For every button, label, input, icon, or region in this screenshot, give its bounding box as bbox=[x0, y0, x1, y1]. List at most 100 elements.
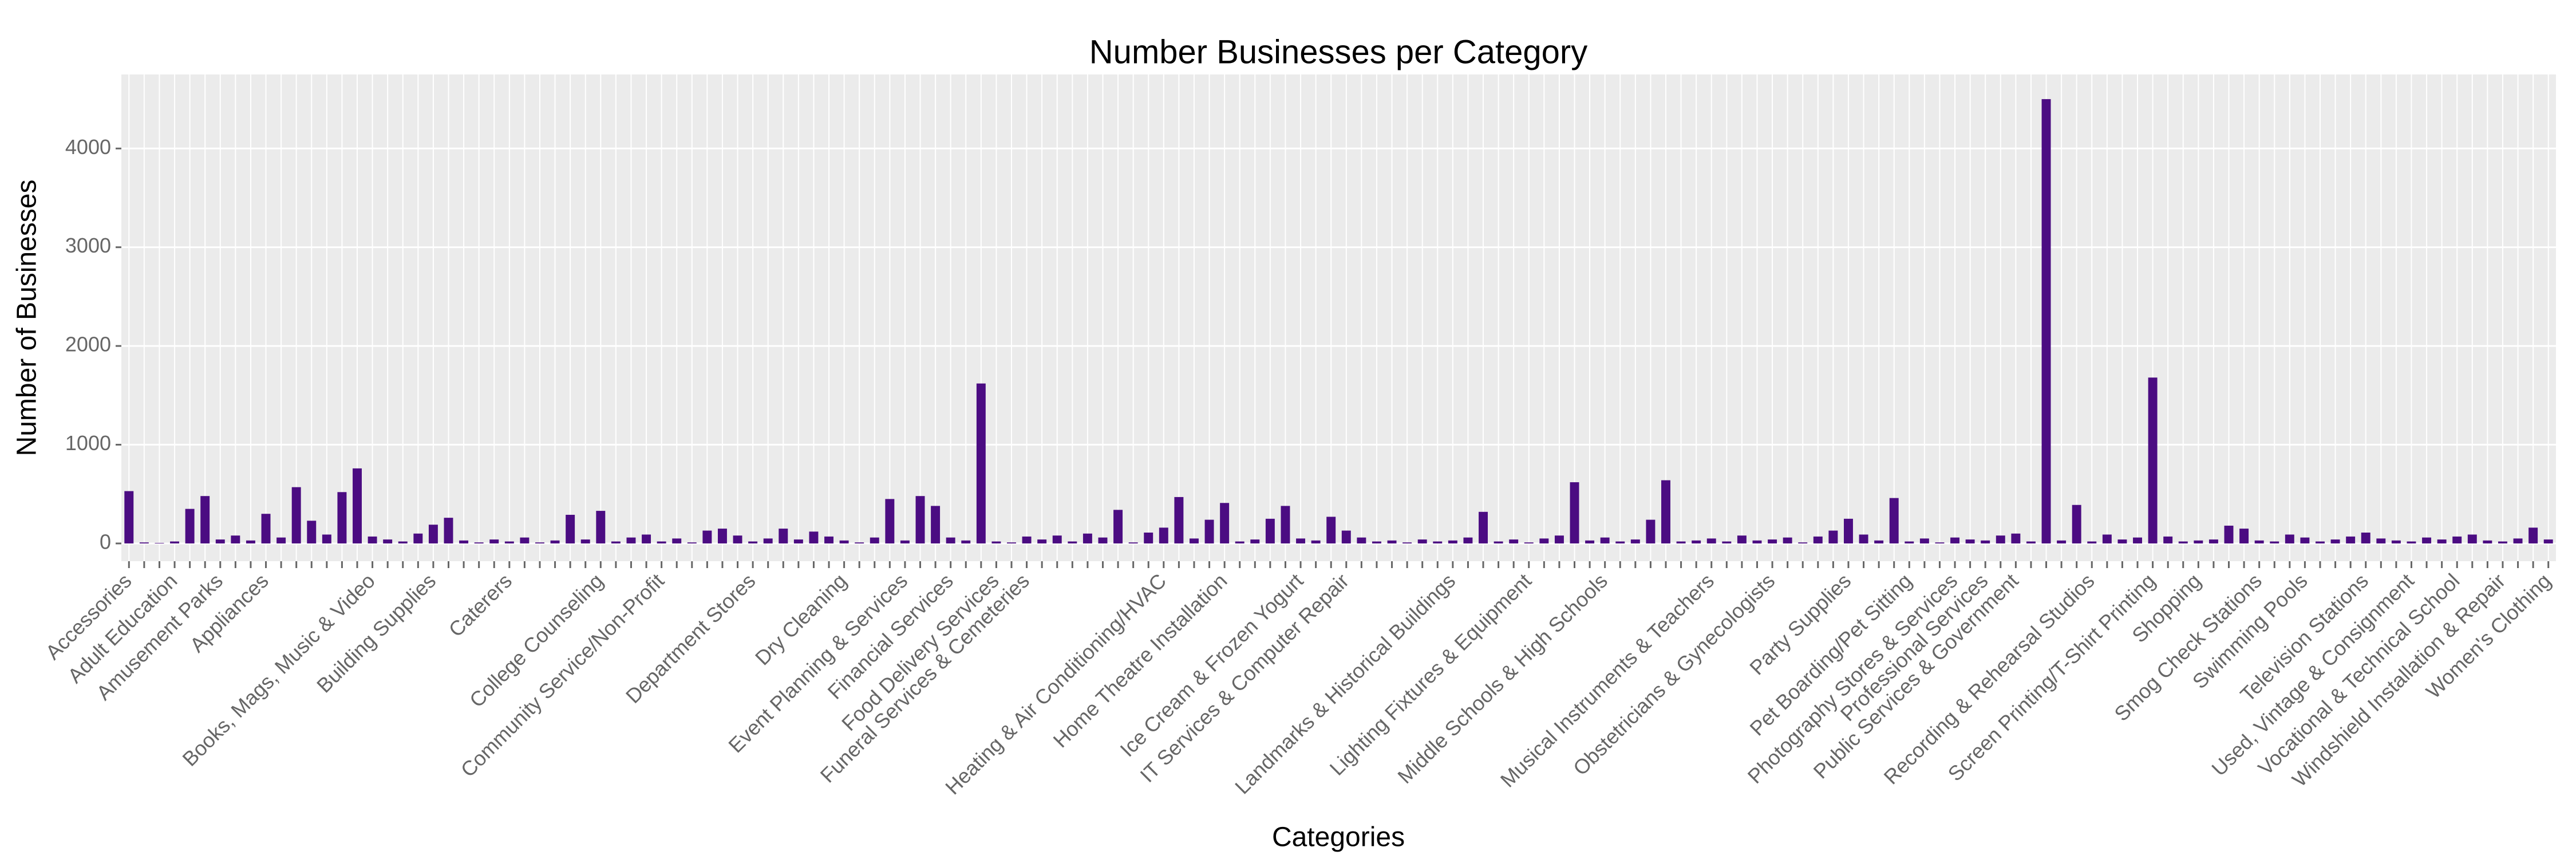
y-tick-label: 0 bbox=[100, 530, 111, 553]
bar bbox=[1874, 540, 1884, 543]
bar bbox=[246, 540, 255, 543]
bar bbox=[1981, 540, 1990, 543]
bar bbox=[1889, 498, 1899, 543]
bar bbox=[2330, 539, 2340, 543]
bar bbox=[870, 537, 879, 543]
bar bbox=[276, 537, 286, 543]
bar bbox=[2452, 536, 2462, 543]
bar bbox=[1052, 535, 1062, 543]
plot-background bbox=[121, 74, 2556, 561]
bar bbox=[200, 496, 210, 543]
bar bbox=[1539, 538, 1549, 543]
bar bbox=[322, 534, 331, 543]
x-tick-label: Musical Instruments & Teachers bbox=[1496, 569, 1718, 791]
bar bbox=[1585, 540, 1595, 543]
bar bbox=[1479, 511, 1488, 543]
bar bbox=[1692, 540, 1701, 543]
chart-title: Number Businesses per Category bbox=[1089, 33, 1587, 70]
bar bbox=[626, 537, 636, 543]
bar bbox=[961, 540, 971, 543]
bar bbox=[2376, 538, 2386, 543]
bar bbox=[2117, 539, 2127, 543]
bar bbox=[1676, 541, 1686, 543]
bar bbox=[596, 511, 606, 543]
bar bbox=[687, 542, 697, 543]
bar bbox=[2224, 525, 2234, 543]
bar bbox=[1402, 542, 1412, 543]
bar bbox=[1600, 537, 1610, 543]
bar bbox=[413, 533, 423, 543]
bar bbox=[1387, 540, 1397, 543]
bar bbox=[2316, 541, 2325, 543]
bar bbox=[139, 542, 149, 543]
bar bbox=[2407, 541, 2416, 543]
bar bbox=[185, 509, 195, 543]
bar bbox=[291, 487, 301, 543]
bar bbox=[1570, 482, 1579, 543]
bar bbox=[763, 538, 773, 543]
bar bbox=[2163, 536, 2173, 543]
bar bbox=[368, 536, 377, 543]
bar bbox=[915, 496, 925, 543]
bar bbox=[489, 539, 499, 543]
bar bbox=[2011, 533, 2021, 543]
bar bbox=[2513, 538, 2523, 543]
bar bbox=[444, 518, 453, 543]
bar bbox=[1357, 537, 1366, 543]
bar bbox=[976, 383, 986, 543]
bar bbox=[824, 536, 834, 543]
bar bbox=[1463, 537, 1473, 543]
bar bbox=[2285, 534, 2294, 543]
bar bbox=[535, 542, 544, 543]
bar bbox=[170, 541, 180, 543]
bar bbox=[1828, 530, 1838, 543]
bar bbox=[428, 525, 438, 543]
bar bbox=[1113, 510, 1123, 543]
bar bbox=[1494, 541, 1503, 543]
bar bbox=[2148, 377, 2158, 543]
bar bbox=[2498, 541, 2507, 543]
bar bbox=[231, 535, 240, 543]
bar bbox=[459, 540, 469, 543]
bar bbox=[1144, 533, 1153, 543]
bar bbox=[1098, 537, 1108, 543]
bar bbox=[1935, 542, 1945, 543]
bar bbox=[2072, 505, 2081, 543]
bar bbox=[307, 521, 317, 543]
bar bbox=[946, 537, 955, 543]
bar bbox=[733, 535, 742, 543]
bar bbox=[2300, 537, 2310, 543]
bar bbox=[1813, 536, 1823, 543]
y-axis-title: Number of Businesses bbox=[12, 180, 42, 456]
bar bbox=[1722, 541, 1732, 543]
bar bbox=[2467, 534, 2477, 543]
bar bbox=[566, 514, 575, 543]
bar bbox=[2239, 529, 2249, 543]
x-axis-title: Categories bbox=[1272, 822, 1405, 853]
bar bbox=[1859, 534, 1868, 543]
bar bbox=[702, 530, 712, 543]
y-tick-label: 3000 bbox=[65, 234, 111, 257]
bar bbox=[1509, 539, 1519, 543]
bar bbox=[1250, 539, 1260, 543]
bar bbox=[900, 540, 910, 543]
bar bbox=[2133, 537, 2142, 543]
bar bbox=[1905, 541, 1914, 543]
bar bbox=[2178, 541, 2188, 543]
bar bbox=[611, 541, 621, 543]
x-tick-label: Caterers bbox=[444, 569, 517, 641]
bar bbox=[337, 492, 347, 543]
bar bbox=[1950, 537, 1960, 543]
bar bbox=[1768, 539, 1777, 543]
bar bbox=[657, 541, 666, 543]
bar bbox=[2194, 540, 2203, 543]
bar bbox=[2422, 537, 2432, 543]
bar bbox=[809, 531, 819, 543]
bar bbox=[717, 529, 727, 543]
bar bbox=[839, 540, 849, 543]
bar bbox=[1296, 538, 1306, 543]
bar bbox=[1037, 539, 1047, 543]
bar bbox=[1630, 539, 1640, 543]
bar bbox=[855, 542, 864, 543]
